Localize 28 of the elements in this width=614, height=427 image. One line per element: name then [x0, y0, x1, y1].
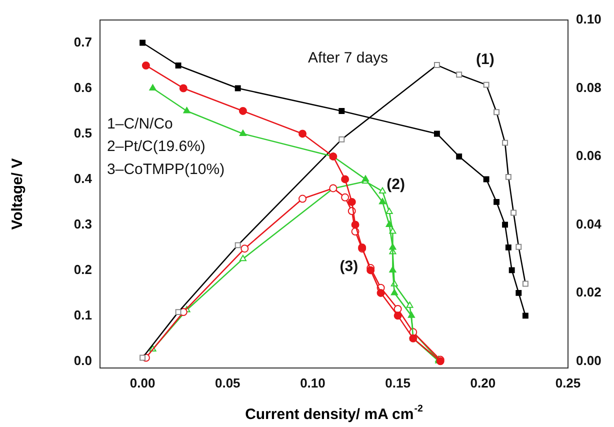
annotation: (2): [386, 176, 405, 194]
y-tick-label: 0.0: [74, 352, 92, 368]
y-tick-label: 0.2: [74, 262, 92, 277]
x-tick-label: 0.10: [300, 375, 326, 390]
y2-tick-label: 0.04: [576, 216, 602, 232]
x-tick-label: 0.25: [555, 375, 581, 390]
x-tick-label: 0.20: [470, 375, 496, 390]
y-axis-title: Voltage/ V: [9, 158, 26, 230]
annotation: 3–CoTMPP(10%): [107, 160, 225, 178]
x-tick-label: 0.05: [214, 375, 240, 390]
x-tick-label: 0.00: [130, 375, 156, 390]
annotation: (3): [340, 258, 358, 276]
y2-tick-label: 0.08: [576, 80, 602, 95]
x-tick-label: 0.15: [385, 375, 410, 390]
y2-tick-label: 0.06: [576, 148, 602, 164]
y-tick-label: 0.6: [74, 80, 92, 95]
annotation: 2–Pt/C(19.6%): [107, 138, 206, 156]
y-tick-label: 0.3: [74, 216, 92, 232]
y-tick-label: 0.1: [74, 307, 92, 322]
y2-tick-label: 0.00: [576, 352, 602, 368]
annotation: (1): [476, 51, 494, 68]
y2-tick-label: 0.10: [576, 12, 602, 27]
y-tick-label: 0.5: [74, 125, 92, 140]
annotation: 1–C/N/Co: [107, 116, 173, 133]
y2-tick-label: 0.02: [576, 284, 602, 300]
annotation: After 7 days: [308, 49, 388, 66]
y-tick-label: 0.4: [74, 170, 93, 186]
y-tick-label: 0.7: [74, 34, 92, 50]
